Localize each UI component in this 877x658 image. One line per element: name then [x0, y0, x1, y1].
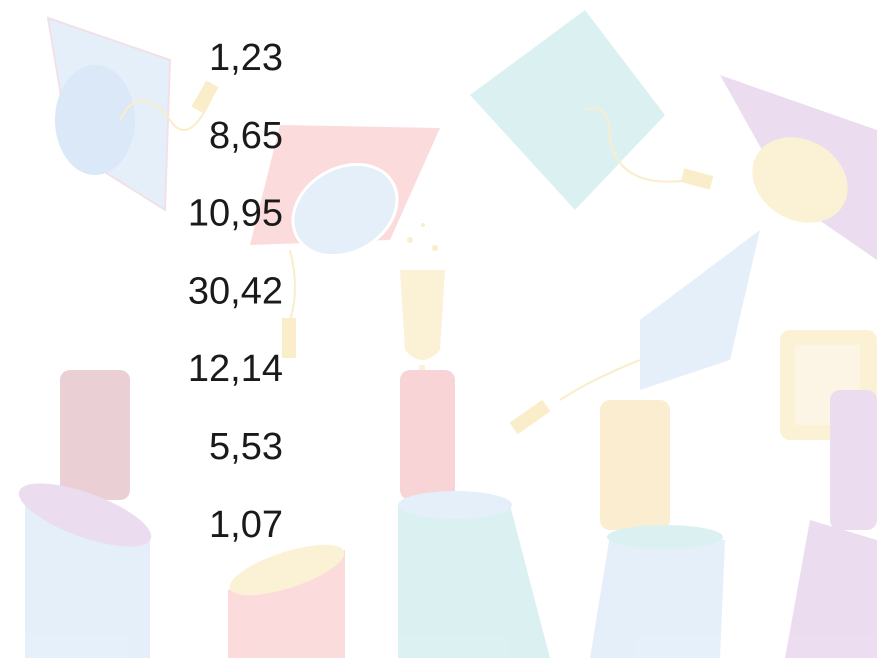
tassel-cord	[289, 249, 296, 321]
tassel	[191, 80, 219, 114]
tassel	[680, 168, 714, 190]
cap-base	[291, 162, 399, 258]
bubble	[432, 245, 438, 251]
sleeve-cuff	[18, 483, 152, 547]
value-text: 30,42	[188, 270, 283, 312]
cap-base	[55, 65, 135, 175]
tassel-cord	[584, 107, 691, 183]
sleeve-cuff	[229, 544, 345, 596]
value-text: 12,14	[188, 348, 283, 390]
value-text: 8,65	[209, 115, 283, 157]
sleeve-cuff	[607, 525, 723, 549]
hand	[400, 370, 455, 500]
value-text: 1,07	[209, 504, 283, 546]
bubble	[421, 223, 425, 227]
value-text: 5,53	[209, 426, 283, 468]
glass	[400, 270, 445, 360]
sleeve	[590, 535, 725, 658]
bubble	[407, 237, 413, 243]
tassel	[282, 318, 296, 358]
sleeve	[785, 520, 877, 658]
hand	[830, 390, 877, 530]
cap-board	[470, 10, 665, 210]
sleeve-cuff	[398, 491, 512, 519]
tassel-cord	[559, 359, 641, 401]
tassel	[509, 399, 551, 435]
value-text: 10,95	[188, 193, 283, 235]
cap-board	[640, 230, 760, 390]
value-text: 1,23	[209, 37, 283, 79]
cap-base	[752, 137, 848, 223]
hand	[60, 370, 130, 500]
hand	[600, 400, 670, 530]
tassel-cord	[119, 89, 216, 131]
sleeve	[398, 505, 550, 658]
